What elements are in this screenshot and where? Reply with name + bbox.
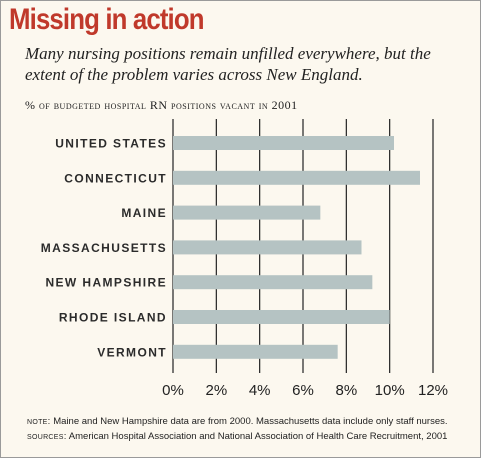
note-line: note: Maine and New Hampshire data are f… (27, 414, 479, 429)
category-label: MASSACHUSETTS (41, 241, 167, 255)
bar (173, 240, 362, 255)
axis-label: % of budgeted hospital RN positions vaca… (25, 98, 298, 112)
bar (173, 310, 390, 324)
x-tick-label: 12% (418, 382, 448, 399)
bar (173, 205, 321, 220)
category-label: CONNECTICUT (64, 171, 167, 185)
chart-title: Missing in action (9, 3, 205, 36)
bar (173, 275, 373, 290)
category-label: UNITED STATES (55, 137, 167, 151)
x-tick-label: 6% (292, 382, 314, 399)
x-tick-label: 4% (249, 382, 271, 399)
note-label: note: (27, 416, 51, 427)
category-label: MAINE (121, 206, 167, 220)
sources-line: sources: American Hospital Association a… (27, 429, 479, 444)
chart-subtitle: Many nursing positions remain unfilled e… (25, 44, 431, 84)
category-label: VERMONT (97, 345, 167, 359)
x-tick-label: 8% (335, 382, 357, 399)
category-label: NEW HAMPSHIRE (45, 276, 167, 290)
category-label: RHODE ISLAND (59, 311, 167, 325)
x-tick-label: 0% (162, 382, 184, 399)
x-tick-label: 10% (375, 382, 405, 399)
footnotes: note: Maine and New Hampshire data are f… (27, 414, 479, 444)
bar-chart: UNITED STATES CONNECTICUT MAINE MASSACHUSET… (41, 119, 448, 399)
bar (173, 136, 394, 150)
sources-label: sources: (27, 431, 67, 442)
sources-text: American Hospital Association and Nation… (68, 431, 448, 442)
bar (173, 344, 338, 359)
x-tick-label: 2% (205, 382, 227, 399)
bar (173, 170, 420, 185)
note-text: Maine and New Hampshire data are from 20… (53, 416, 448, 427)
